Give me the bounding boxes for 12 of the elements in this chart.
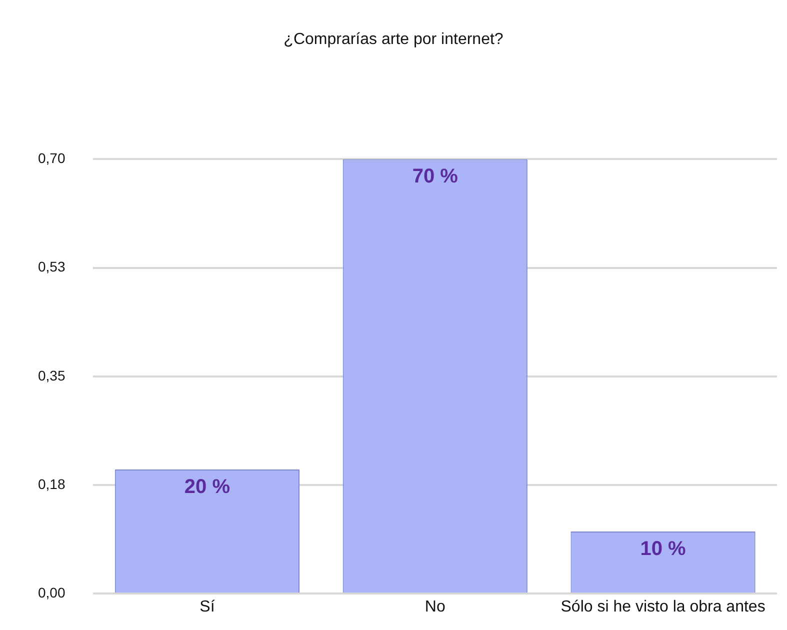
chart-title: ¿Comprarías arte por internet? [284, 31, 504, 48]
y-tick-label: 0,00 [38, 584, 66, 600]
x-tick-label: Sí [200, 598, 216, 616]
y-tick-label: 0,53 [38, 258, 66, 275]
data-label: 70 % [412, 166, 458, 188]
y-tick-label: 0,18 [38, 476, 66, 492]
x-tick-label: Sólo si he visto la obra antes [560, 598, 766, 616]
data-label: 20 % [184, 476, 230, 498]
y-tick-label: 0,70 [38, 150, 66, 166]
x-tick-label: No [424, 598, 446, 616]
y-tick-label: 0,35 [38, 367, 66, 384]
data-label: 10 % [640, 538, 686, 560]
